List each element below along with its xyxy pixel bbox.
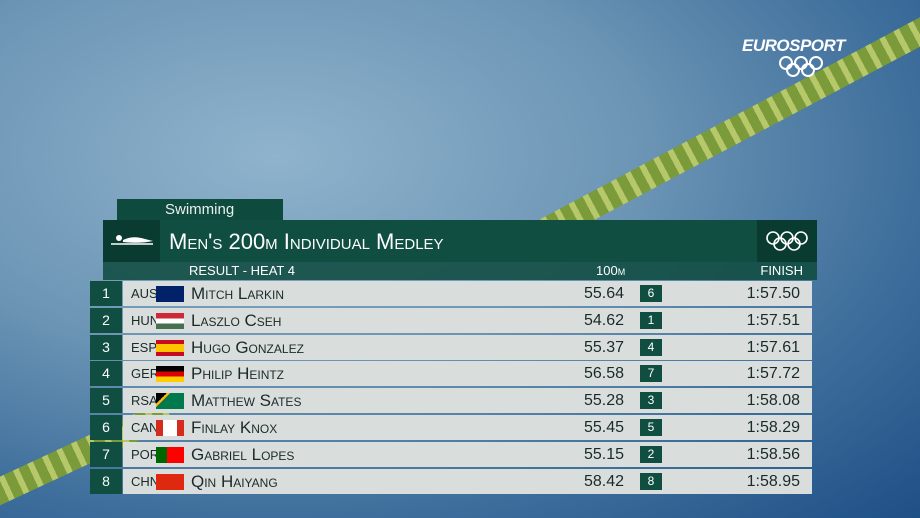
flag [156,393,184,410]
split-rank: 1 [640,311,662,329]
finish-time: 1:57.61 [746,338,800,356]
flag [156,286,184,302]
split-time: 55.64 [583,285,624,302]
olympic-rings [779,56,823,77]
event-title: Men's 200m Individual Medley [169,229,444,254]
swim-icon [103,220,160,262]
brand-logo: EUROSPORT [742,36,845,55]
title-bar: Men's 200m Individual Medley [103,220,817,262]
olympic-rings [757,220,817,262]
result-row: 8 CHN Qin Haiyang 58.42 8 1:58.95 [90,468,812,494]
finish-time: 1:58.29 [746,419,800,436]
athlete-name: Finlay Knox [191,418,278,437]
country-code: CAN [131,420,159,435]
result-row: 6 CAN Finlay Knox 55.45 5 1:58.29 [90,415,812,440]
split-time: 55.45 [583,419,624,436]
athlete-name: Qin Haiyang [191,471,278,491]
result-row: 3 ESP Hugo Gonzalez 55.37 4 1:57.61 [90,334,812,360]
sport-tab: Swimming [117,199,283,220]
country-code: CHN [131,473,160,489]
rank: 5 [90,388,122,414]
row-body: GER Philip Heintz 56.58 7 1:57.72 [123,361,812,387]
rank: 6 [90,415,122,440]
split-rank: 6 [640,285,662,302]
country-code: HUN [131,312,160,328]
subheader: RESULT - HEAT 4 100m FINISH [103,262,817,280]
result-row: 4 GER Philip Heintz 56.58 7 1:57.72 [90,361,812,387]
athlete-name: Philip Heintz [191,364,285,384]
country-code: RSA [131,393,158,409]
split-rank: 4 [640,338,662,356]
finish-time: 1:57.72 [746,365,800,383]
country-code: POR [131,446,160,462]
finish-time: 1:58.95 [746,472,800,490]
finish-time: 1:58.08 [746,392,800,410]
rank: 7 [90,441,122,467]
country-code: ESP [131,339,158,355]
split-time: 55.15 [583,445,624,463]
split-time: 54.62 [583,311,624,329]
finish-time: 1:57.51 [746,311,800,329]
row-body: RSA Matthew Sates 55.28 3 1:58.08 [123,388,812,414]
athlete-name: Matthew Sates [191,391,302,411]
finish-time: 1:57.50 [746,285,800,302]
result-row: 1 AUS Mitch Larkin 55.64 6 1:57.50 [90,281,812,306]
split-rank: 2 [640,445,662,463]
flag [156,312,184,329]
split-time: 58.42 [583,472,624,490]
flag [156,366,184,383]
rank: 1 [90,281,122,306]
split-rank: 8 [640,472,662,490]
rank: 4 [90,361,122,387]
row-body: ESP Hugo Gonzalez 55.37 4 1:57.61 [123,334,812,360]
column-header: 100m [596,263,626,278]
row-body: HUN Laszlo Cseh 54.62 1 1:57.51 [123,307,812,333]
result-row: 7 POR Gabriel Lopes 55.15 2 1:58.56 [90,441,812,467]
split-rank: 3 [640,392,662,410]
rank: 8 [90,468,122,494]
split-time: 55.28 [583,392,624,410]
split-rank: 7 [640,365,662,383]
rank: 2 [90,307,122,333]
athlete-name: Mitch Larkin [191,284,285,303]
athlete-name: Laszlo Cseh [191,310,282,330]
row-body: AUS Mitch Larkin 55.64 6 1:57.50 [123,281,812,306]
column-header: FINISH [760,263,803,278]
flag [156,446,184,463]
result-row: 5 RSA Matthew Sates 55.28 3 1:58.08 [90,388,812,414]
subtitle: RESULT - HEAT 4 [189,263,295,278]
rank: 3 [90,334,122,360]
athlete-name: Gabriel Lopes [191,444,295,464]
country-code: AUS [131,286,158,301]
flag [156,420,184,436]
split-rank: 5 [640,419,662,436]
row-body: CHN Qin Haiyang 58.42 8 1:58.95 [123,468,812,494]
row-body: CAN Finlay Knox 55.45 5 1:58.29 [123,415,812,440]
split-time: 56.58 [583,365,624,383]
finish-time: 1:58.56 [746,445,800,463]
flag [156,339,184,356]
country-code: GER [131,366,160,382]
athlete-name: Hugo Gonzalez [191,337,304,357]
split-time: 55.37 [583,338,624,356]
flag [156,473,184,490]
result-row: 2 HUN Laszlo Cseh 54.62 1 1:57.51 [90,307,812,333]
row-body: POR Gabriel Lopes 55.15 2 1:58.56 [123,441,812,467]
